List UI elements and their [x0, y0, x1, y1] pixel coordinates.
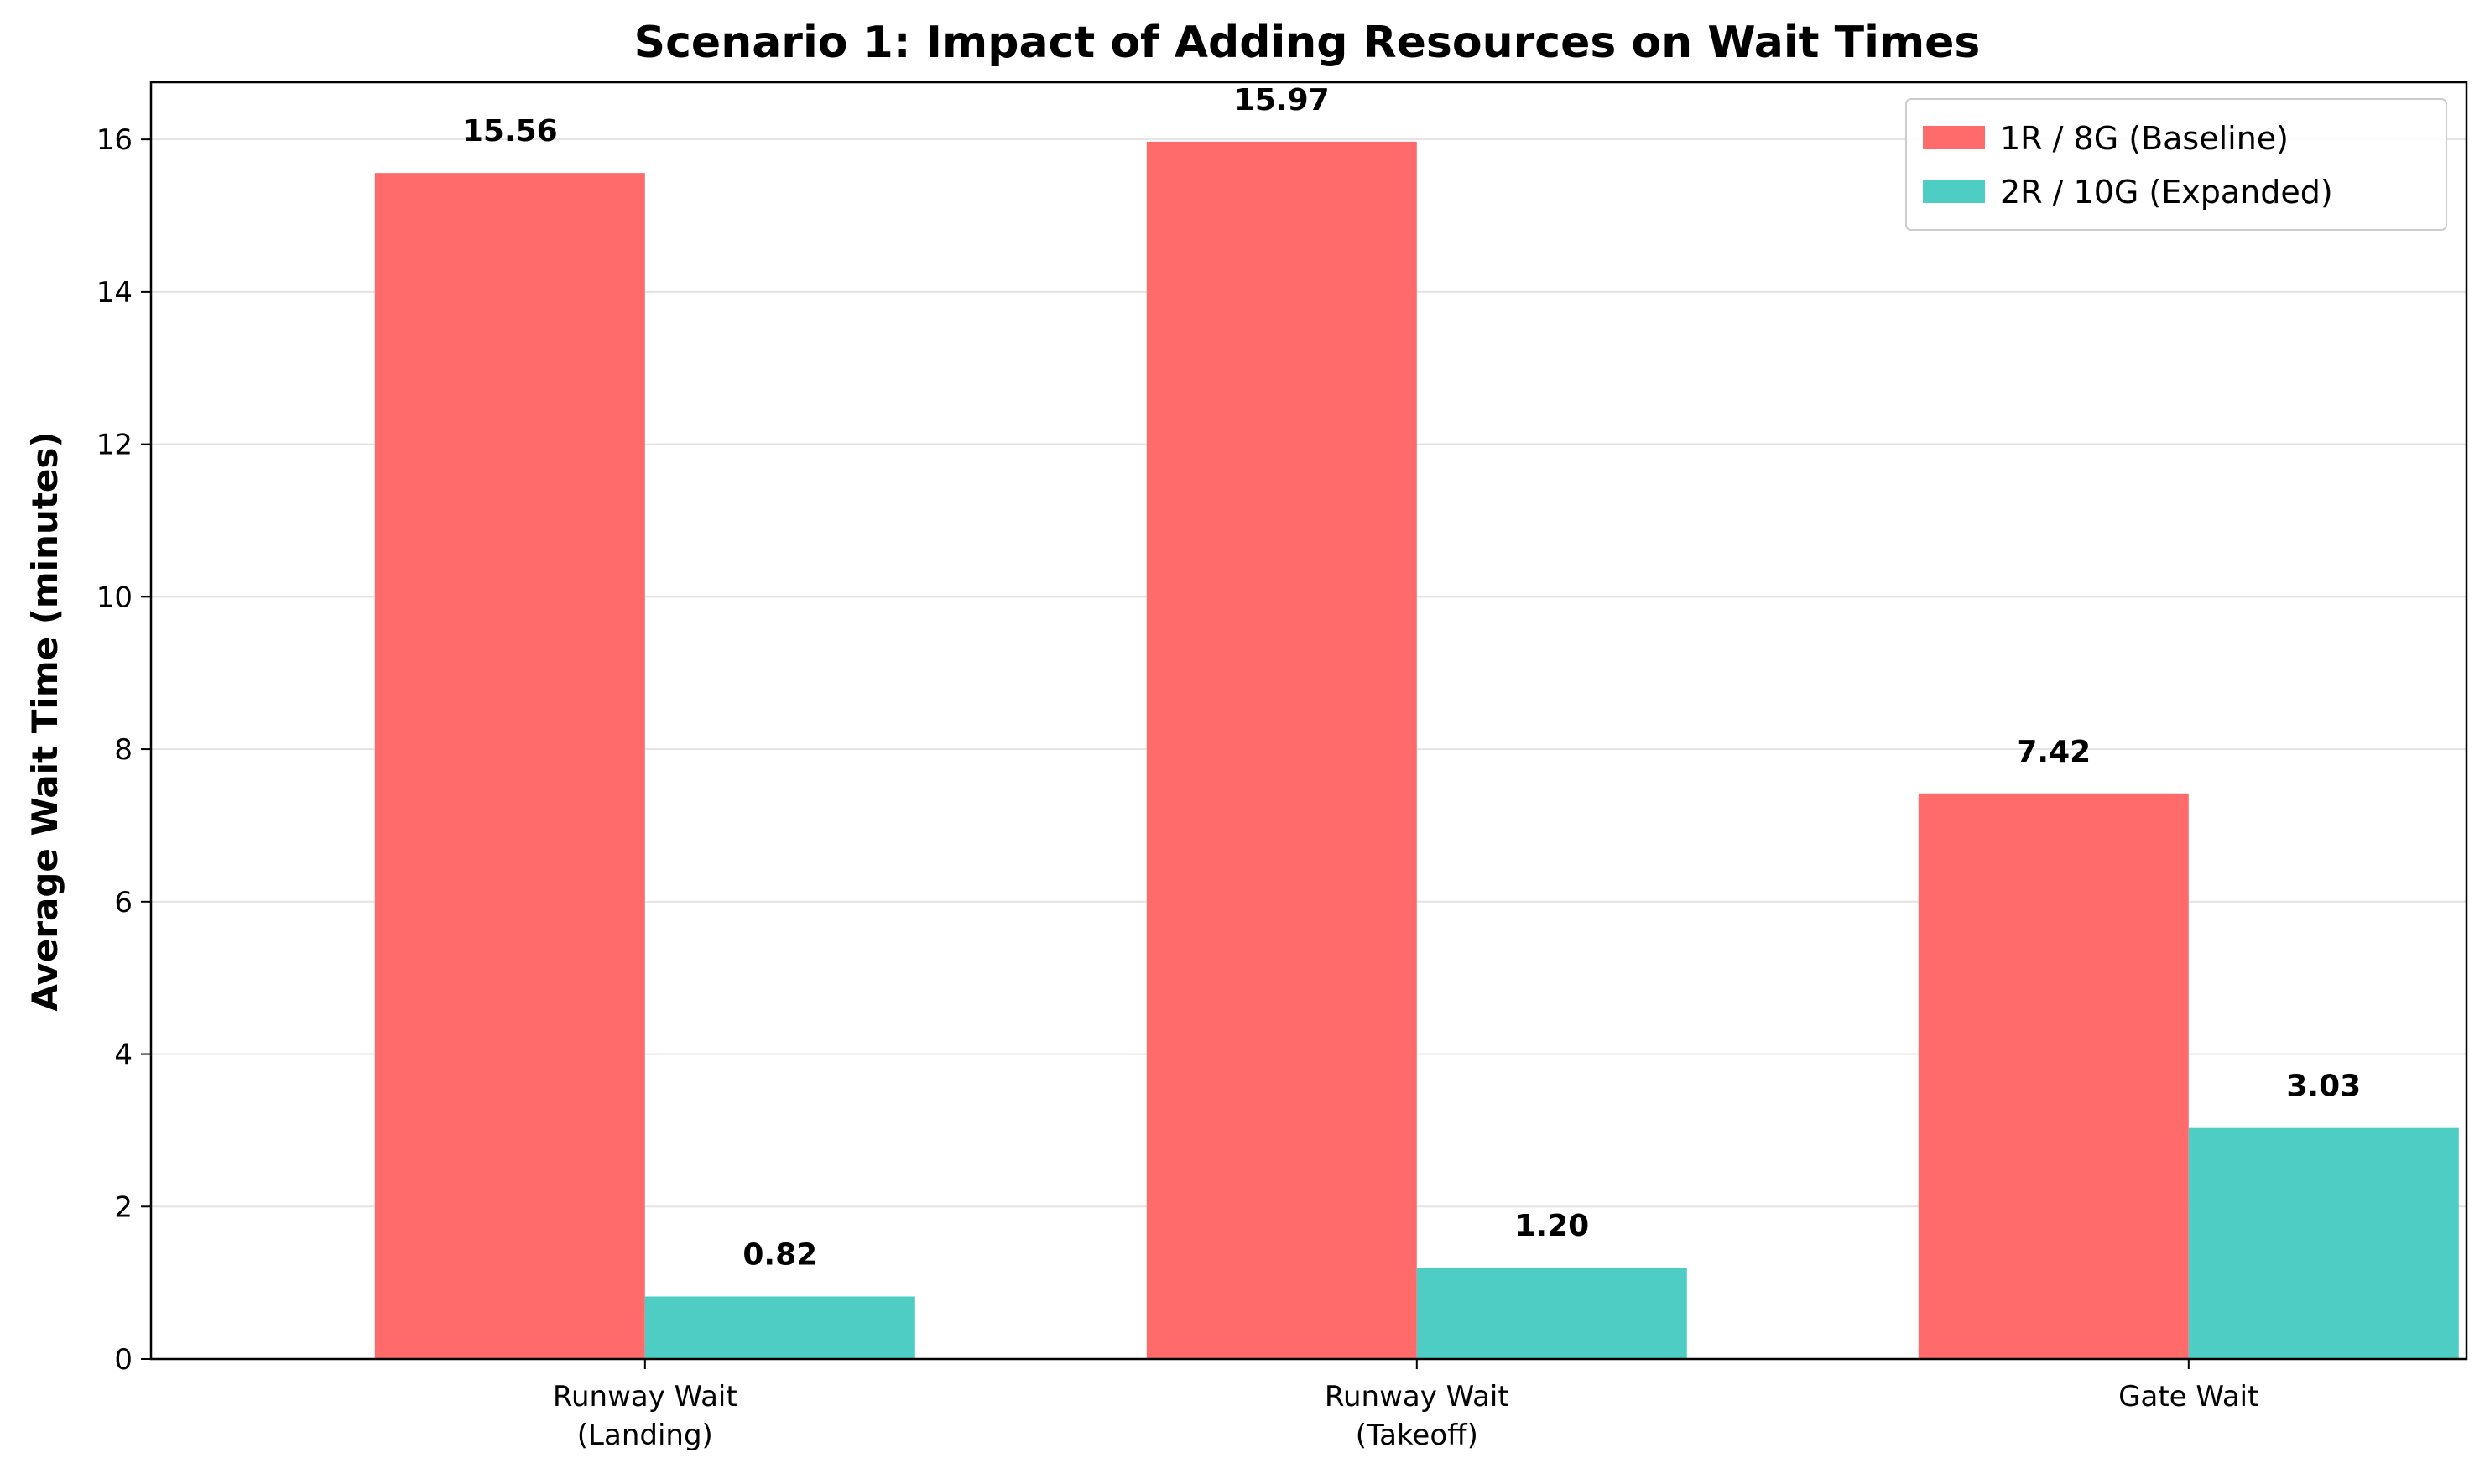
chart-title: Scenario 1: Impact of Adding Resources o…	[634, 18, 1981, 68]
legend-swatch	[1923, 180, 1985, 203]
axes: 0 2 4 6 8 10 12 14 16 Runway Wait (Landing) Runway …	[96, 81, 2468, 1452]
y-tick-label: 2	[114, 1190, 133, 1224]
y-tick-label: 8	[114, 733, 133, 767]
x-tick-label: Gate Wait	[2118, 1380, 2258, 1414]
legend-label: 2R / 10G (Expanded)	[2000, 174, 2333, 211]
bar-expanded	[644, 1296, 915, 1359]
data-label: 1.20	[1514, 1209, 1589, 1243]
x-tick-label: Runway Wait	[553, 1380, 737, 1414]
x-tick-label: (Landing)	[577, 1419, 713, 1452]
y-tick-label: 16	[96, 123, 133, 157]
y-tick-label: 6	[114, 886, 133, 919]
legend-label: 1R / 8G (Baseline)	[2000, 120, 2289, 157]
y-axis-label: Average Wait Time (minutes)	[24, 431, 65, 1011]
data-label: 0.82	[742, 1237, 817, 1272]
x-tick-label: (Takeoff)	[1356, 1419, 1478, 1452]
value-labels: 15.56 0.82 15.97 1.20 7.42 3.03	[462, 83, 2361, 1273]
data-label: 7.42	[2016, 735, 2091, 769]
legend-box	[1905, 98, 2447, 231]
x-tick-label: Runway Wait	[1325, 1380, 1509, 1414]
bar-baseline	[1918, 793, 2189, 1359]
bar-baseline	[1146, 141, 1417, 1359]
plot-frame	[149, 81, 2468, 1361]
data-label: 15.56	[462, 114, 558, 148]
legend-swatch	[1923, 126, 1985, 149]
y-tick-label: 0	[114, 1343, 133, 1377]
y-tick-label: 12	[96, 429, 133, 462]
bar-expanded	[2188, 1127, 2459, 1359]
y-tick-label: 14	[96, 276, 133, 310]
y-tick-label: 10	[96, 581, 133, 614]
y-tick-label: 4	[114, 1039, 133, 1072]
bars	[374, 141, 2459, 1360]
data-label: 3.03	[2286, 1070, 2361, 1104]
legend: 1R / 8G (Baseline) 2R / 10G (Expanded)	[1905, 98, 2447, 231]
bar-expanded	[1416, 1267, 1687, 1359]
data-label: 15.97	[1234, 83, 1330, 117]
bar-baseline	[374, 173, 645, 1360]
